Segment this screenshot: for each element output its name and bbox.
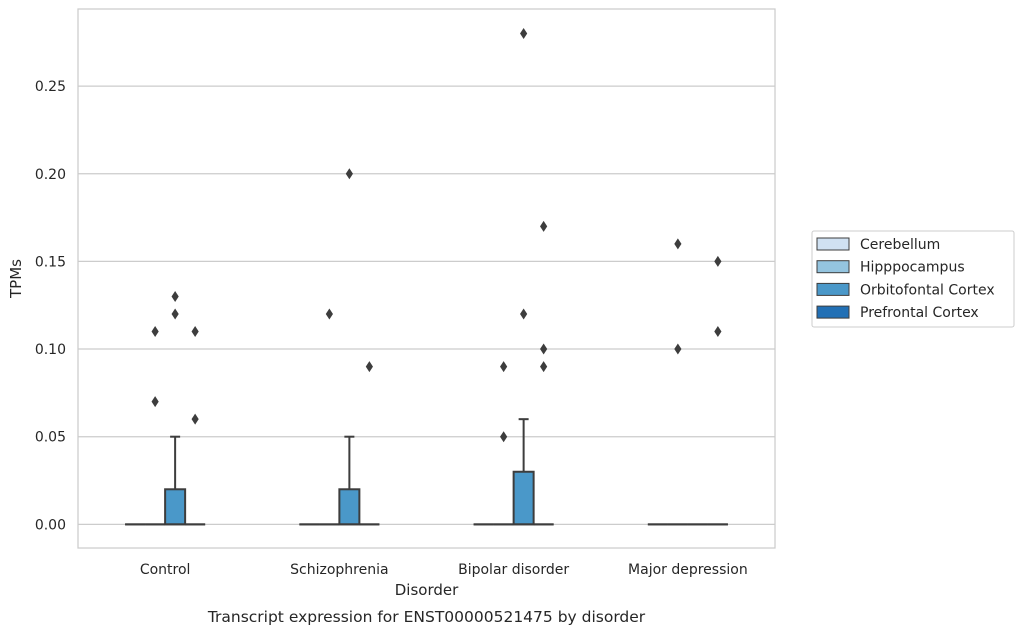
y-tick-label: 0.10 [35, 342, 66, 358]
legend-item-orbitofontal-cortex: Orbitofontal Cortex [816, 282, 995, 298]
outlier-point [325, 308, 333, 320]
box-body [338, 488, 361, 526]
outlier-point [540, 361, 548, 373]
outlier-point [520, 28, 528, 40]
outlier-point [171, 308, 179, 320]
x-axis-ticks: Control Schizophrenia Bipolar disorder Majo… [140, 562, 748, 578]
y-tick-label: 0.00 [35, 517, 66, 533]
outlier-point [520, 308, 528, 320]
box-orbitofontal-cortex-schizophrenia [338, 168, 361, 526]
box-prefrontal-cortex-major-depression [707, 255, 728, 526]
legend-swatch [816, 260, 850, 274]
box-orbitofontal-cortex-bipolar-disorder [512, 28, 535, 526]
chart-caption: Transcript expression for ENST0000052147… [207, 608, 646, 626]
outlier-point [540, 220, 548, 232]
gridlines [78, 85, 775, 525]
box-hipppocampus-bipolar-disorder [493, 361, 514, 526]
y-tick-label: 0.25 [35, 79, 66, 95]
legend-item-cerebellum: Cerebellum [816, 237, 940, 253]
y-tick-label: 0.05 [35, 430, 66, 446]
outlier-point [171, 290, 179, 302]
outlier-point [714, 255, 722, 267]
box-prefrontal-cortex-bipolar-disorder [533, 220, 554, 526]
y-tick-label: 0.20 [35, 167, 66, 183]
x-tick-label-schizophrenia: Schizophrenia [290, 562, 388, 578]
outlier-point [191, 413, 199, 425]
plot-frame [77, 8, 776, 549]
x-axis-label: Disorder [395, 581, 459, 599]
box-orbitofontal-cortex-control [164, 290, 187, 526]
outlier-point [151, 396, 159, 408]
outlier-point [365, 361, 373, 373]
legend-label: Orbitofontal Cortex [860, 282, 995, 298]
legend: Cerebellum Hipppocampus Orbitofontal Corte… [811, 230, 1015, 328]
box-hipppocampus-major-depression [667, 238, 688, 526]
outlier-point [714, 326, 722, 338]
outlier-point [191, 326, 199, 338]
outlier-point [674, 238, 682, 250]
y-axis-label: TPMs [7, 259, 25, 299]
legend-swatch [816, 282, 850, 296]
outlier-point [540, 343, 548, 355]
outlier-point [500, 431, 508, 443]
box-hipppocampus-schizophrenia [319, 308, 340, 526]
y-axis-ticks: 0.00 0.05 0.10 0.15 0.20 0.25 [35, 79, 66, 533]
y-tick-label: 0.15 [35, 254, 66, 270]
x-tick-label-major-depression: Major depression [628, 562, 748, 578]
box-prefrontal-cortex-control [185, 326, 206, 526]
legend-item-prefrontal-cortex: Prefrontal Cortex [816, 305, 979, 321]
outlier-point [151, 326, 159, 338]
x-tick-label-control: Control [140, 562, 191, 578]
box-hipppocampus-control [145, 326, 166, 526]
legend-swatch [816, 305, 850, 319]
outlier-point [674, 343, 682, 355]
legend-label: Hipppocampus [860, 260, 965, 276]
legend-label: Prefrontal Cortex [860, 305, 979, 321]
outlier-point [345, 168, 353, 180]
box-prefrontal-cortex-schizophrenia [359, 361, 380, 526]
outlier-point [500, 361, 508, 373]
box-body [164, 488, 187, 526]
legend-frame [811, 230, 1015, 328]
box-body [512, 470, 535, 526]
legend-label: Cerebellum [860, 237, 940, 253]
x-tick-label-bipolar-disorder: Bipolar disorder [458, 562, 569, 578]
boxes [125, 28, 728, 526]
legend-item-hipppocampus: Hipppocampus [816, 260, 965, 276]
legend-swatch [816, 237, 850, 251]
